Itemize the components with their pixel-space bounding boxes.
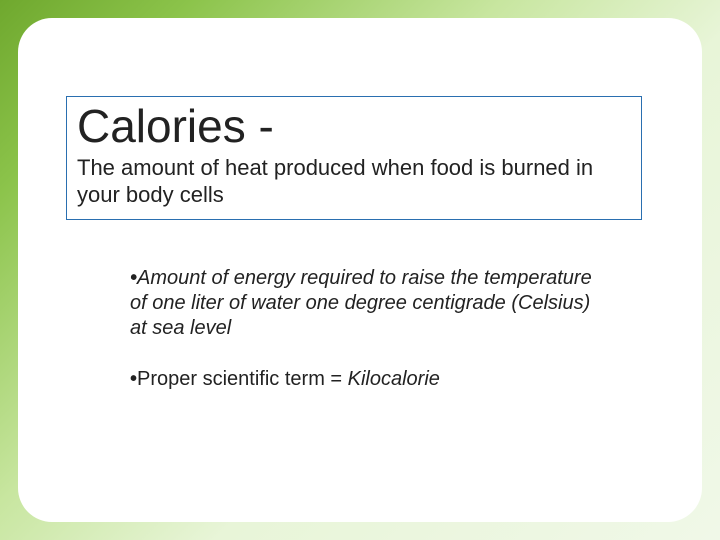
bullet-italic: Kilocalorie xyxy=(348,368,440,390)
bullet-item: •Proper scientific term = Kilocalorie xyxy=(130,367,592,392)
bullet-text: Amount of energy required to raise the t… xyxy=(130,267,592,339)
bullet-item: •Amount of energy required to raise the … xyxy=(130,266,592,341)
bullet-marker: • xyxy=(130,267,137,289)
slide-title: Calories - xyxy=(77,101,631,152)
slide-subtitle: The amount of heat produced when food is… xyxy=(77,154,631,209)
bullet-list: •Amount of energy required to raise the … xyxy=(130,266,592,418)
bullet-marker: • xyxy=(130,368,137,390)
bullet-text: Proper scientific term = xyxy=(137,368,348,390)
title-block: Calories - The amount of heat produced w… xyxy=(66,96,642,220)
slide-card: Calories - The amount of heat produced w… xyxy=(18,18,702,522)
